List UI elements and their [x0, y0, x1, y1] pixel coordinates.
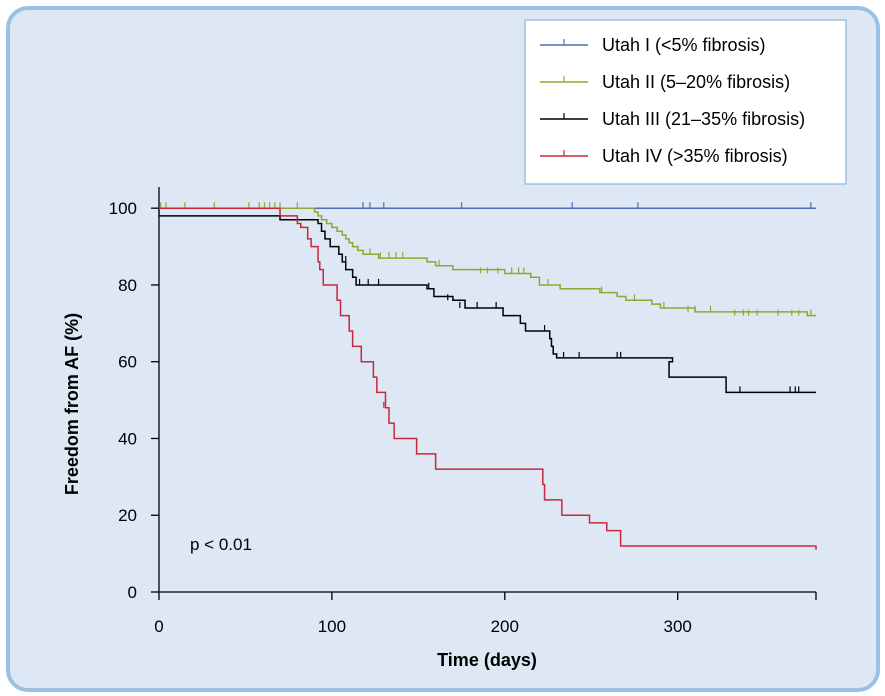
- series-line: [159, 207, 816, 317]
- legend-label: Utah II (5–20% fibrosis): [602, 72, 790, 92]
- series-2: [159, 202, 816, 317]
- x-tick-label: 100: [318, 617, 346, 636]
- legend-label: Utah III (21–35% fibrosis): [602, 109, 805, 129]
- curves: [158, 202, 817, 550]
- p-value-annotation: p < 0.01: [190, 535, 252, 554]
- series-3: [158, 209, 816, 394]
- legend: Utah I (<5% fibrosis) Utah II (5–20% fibr…: [524, 19, 847, 185]
- series-line: [159, 215, 816, 394]
- legend-item: Utah I (<5% fibrosis): [540, 35, 766, 55]
- y-tick-label: 20: [118, 506, 137, 525]
- series-4: [159, 207, 817, 550]
- y-tick-label: 100: [109, 199, 137, 218]
- x-tick-label: 300: [663, 617, 691, 636]
- legend-label: Utah IV (>35% fibrosis): [602, 146, 788, 166]
- y-tick-label: 0: [128, 583, 137, 602]
- x-axis-title: Time (days): [437, 650, 537, 670]
- series-1: [159, 202, 816, 209]
- x-tick-label: 0: [154, 617, 163, 636]
- y-axis-title: Freedom from AF (%): [62, 313, 82, 495]
- y-tick-label: 60: [118, 353, 137, 372]
- legend-item: Utah III (21–35% fibrosis): [540, 109, 805, 129]
- series-line: [159, 207, 817, 550]
- legend-label: Utah I (<5% fibrosis): [602, 35, 766, 55]
- legend-item: Utah IV (>35% fibrosis): [540, 146, 788, 166]
- y-tick-label: 40: [118, 429, 137, 448]
- y-tick-label: 80: [118, 276, 137, 295]
- legend-item: Utah II (5–20% fibrosis): [540, 72, 790, 92]
- x-tick-label: 200: [491, 617, 519, 636]
- axes: 0 20 40 60 80 100 0 100 200 300: [109, 187, 817, 636]
